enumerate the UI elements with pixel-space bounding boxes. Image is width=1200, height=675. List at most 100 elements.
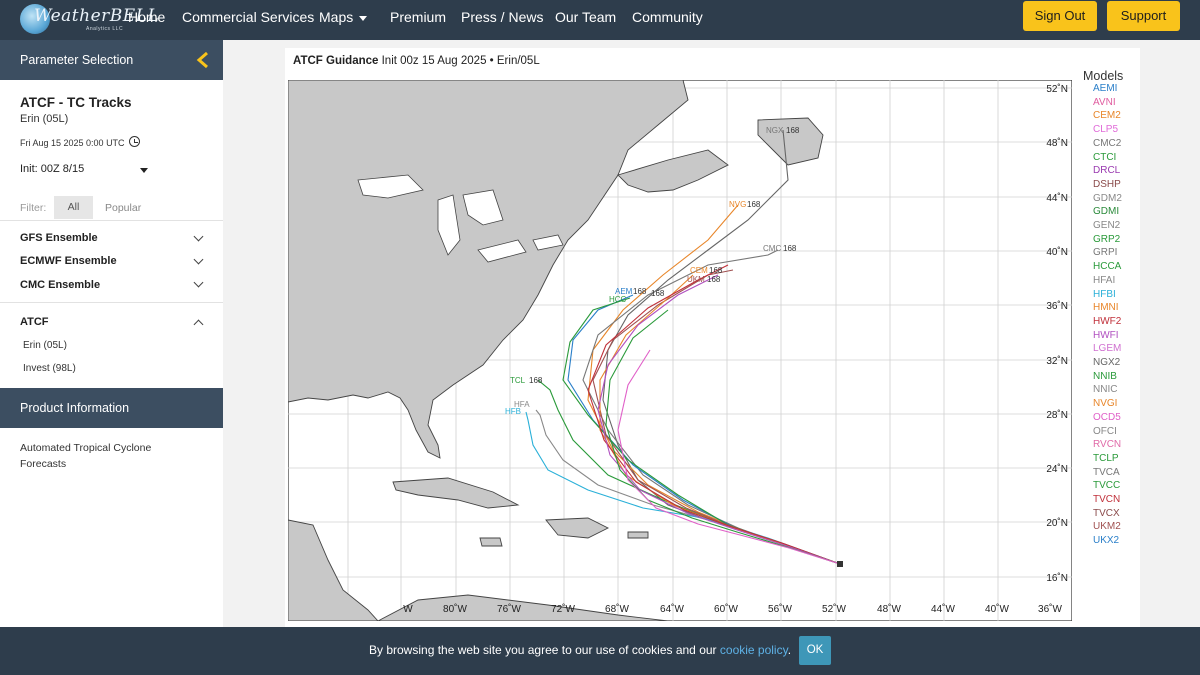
parameter-selection-header: Parameter Selection [0, 40, 223, 80]
model-legend-item[interactable]: AEMI [1093, 83, 1118, 94]
model-legend-item[interactable]: CTCI [1093, 151, 1117, 163]
track-label-ngx: NGX [766, 126, 784, 135]
lon-label: 48˚W [877, 603, 901, 615]
cookie-message: By browsing the web site you agree to ou… [369, 643, 792, 657]
model-legend-item[interactable]: HWF2 [1093, 315, 1122, 327]
cookie-banner: By browsing the web site you agree to ou… [0, 627, 1200, 675]
model-legend-item[interactable]: HMNI [1093, 302, 1119, 314]
model-legend-item[interactable]: CEM2 [1093, 110, 1121, 122]
lat-label: 44˚N [1046, 192, 1068, 204]
model-legend-item[interactable]: TVCA [1093, 466, 1120, 478]
model-legend-item[interactable]: NGX2 [1093, 357, 1121, 368]
clock-icon[interactable] [129, 136, 140, 147]
longitude-labels: W 80˚W 76˚W 72˚W 68˚W 64˚W 60˚W 56˚W 52˚… [403, 603, 1062, 615]
track-label-ukm-hour: 168 [707, 275, 721, 284]
model-legend-item[interactable]: HFBI [1093, 288, 1116, 300]
figure-title-bold: ATCF Guidance [293, 55, 379, 67]
track-label-cem-hour: 168 [709, 266, 723, 275]
model-legend-item[interactable]: AVNI [1093, 96, 1116, 108]
lon-label: 68˚W [605, 603, 629, 615]
collapse-chevron-icon[interactable] [196, 51, 210, 69]
filter-label: Filter: [20, 202, 47, 214]
chevron-down-icon[interactable] [193, 254, 204, 265]
model-legend-item[interactable]: HCCA [1093, 261, 1122, 273]
atcf-item-invest[interactable]: Invest (98L) [23, 363, 76, 374]
sidebar: Parameter Selection ATCF - TC Tracks Eri… [0, 40, 223, 675]
lon-label: 72˚W [551, 603, 575, 615]
track-label-ukm: UKM [687, 275, 705, 284]
storm-start-marker [837, 561, 843, 567]
product-information-title: Product Information [20, 401, 130, 415]
model-legend-item[interactable]: TVCC [1093, 480, 1121, 492]
cookie-policy-link[interactable]: cookie policy [719, 643, 788, 657]
model-legend-item[interactable]: OFCI [1093, 425, 1117, 437]
chevron-down-icon[interactable] [193, 231, 204, 242]
model-legend-item[interactable]: RVCN [1093, 439, 1122, 451]
model-legend-item[interactable]: OCD5 [1093, 411, 1121, 423]
lat-label: 28˚N [1046, 409, 1068, 421]
model-legend-item[interactable]: UKX2 [1093, 535, 1120, 547]
newfoundland-land [757, 117, 824, 166]
group-atcf[interactable]: ATCF [20, 316, 49, 328]
model-legend-item[interactable]: GDM2 [1093, 192, 1122, 204]
model-legend-item[interactable]: GRP2 [1093, 233, 1121, 245]
group-cmc-ensemble[interactable]: CMC Ensemble [20, 279, 101, 291]
puerto-rico-land [627, 531, 649, 539]
south-america-land [377, 594, 669, 621]
cookie-ok-button[interactable]: OK [799, 636, 831, 665]
model-legend-item[interactable]: TCLP [1093, 452, 1119, 464]
model-legend-item[interactable]: NNIB [1093, 370, 1117, 382]
hispaniola-land [545, 517, 610, 539]
cookie-text: By browsing the web site you agree to ou… [369, 643, 717, 657]
model-legend-item[interactable]: CLP5 [1093, 124, 1119, 136]
track-labels: NGX 168 NVG 168 CMC 168 AEM 168 HCC 168 … [505, 126, 800, 416]
nav-maps[interactable]: Maps [319, 9, 368, 25]
model-legend-item[interactable]: TVCN [1093, 494, 1121, 505]
model-legend-item[interactable]: NVGI [1093, 398, 1118, 410]
lon-label: 56˚W [768, 603, 792, 615]
lat-label: 36˚N [1046, 300, 1068, 312]
nav-community[interactable]: Community [632, 9, 703, 25]
nav-commercial-services[interactable]: Commercial Services [182, 9, 315, 25]
nav-press-news[interactable]: Press / News [461, 9, 544, 25]
chevron-down-icon[interactable] [140, 168, 148, 173]
model-legend-item[interactable]: NNIC [1093, 384, 1118, 396]
nav-our-team[interactable]: Our Team [555, 9, 617, 25]
filter-popular-button[interactable]: Popular [105, 202, 142, 214]
sign-out-button[interactable]: Sign Out [1023, 1, 1097, 31]
model-legend-item[interactable]: TVCX [1093, 507, 1120, 519]
support-button[interactable]: Support [1107, 1, 1180, 31]
atcf-item-erin[interactable]: Erin (05L) [23, 340, 67, 351]
model-legend-item[interactable]: GRPI [1093, 247, 1118, 259]
group-ecmwf-ensemble[interactable]: ECMWF Ensemble [20, 255, 117, 267]
model-legend-item[interactable]: HWFI [1093, 329, 1119, 341]
north-america-land [288, 80, 689, 459]
chevron-up-icon[interactable] [193, 319, 204, 330]
model-legend-item[interactable]: LGEM [1093, 343, 1122, 355]
divider [0, 302, 223, 303]
cuba-land [392, 477, 520, 509]
filter-all-button[interactable]: All [54, 196, 93, 219]
track-label-nvg-hour: 168 [747, 200, 761, 209]
nav-home[interactable]: Home [128, 9, 166, 25]
product-information-header: Product Information [0, 388, 223, 428]
track-label-hcc-hour: 168 [651, 289, 665, 298]
init-select[interactable]: Init: 00Z 8/15 [20, 163, 85, 175]
model-legend-item[interactable]: UKM2 [1093, 521, 1121, 533]
nav-premium[interactable]: Premium [390, 9, 447, 25]
track-label-hfa: HFA [514, 400, 530, 409]
track-label-hfb: HFB [505, 407, 521, 416]
weatherbell-logo[interactable]: WeatherBELL Analytics LLC [20, 2, 159, 34]
model-legend-item[interactable]: GDMI [1093, 206, 1120, 218]
chevron-down-icon[interactable] [193, 277, 204, 288]
track-map[interactable]: NGX 168 NVG 168 CMC 168 AEM 168 HCC 168 … [288, 80, 1072, 621]
model-legend-item[interactable]: DSHP [1093, 178, 1121, 190]
model-legend-item[interactable]: DRCL [1093, 165, 1121, 177]
model-legend-item[interactable]: CMC2 [1093, 137, 1122, 149]
model-legend-item[interactable]: GEN2 [1093, 220, 1121, 231]
model-legend-item[interactable]: HFAI [1093, 274, 1116, 286]
group-gfs-ensemble[interactable]: GFS Ensemble [20, 232, 98, 244]
track-label-nvg: NVG [729, 200, 746, 209]
lat-label: 48˚N [1046, 137, 1068, 149]
track-label-aem-hour: 168 [633, 287, 647, 296]
